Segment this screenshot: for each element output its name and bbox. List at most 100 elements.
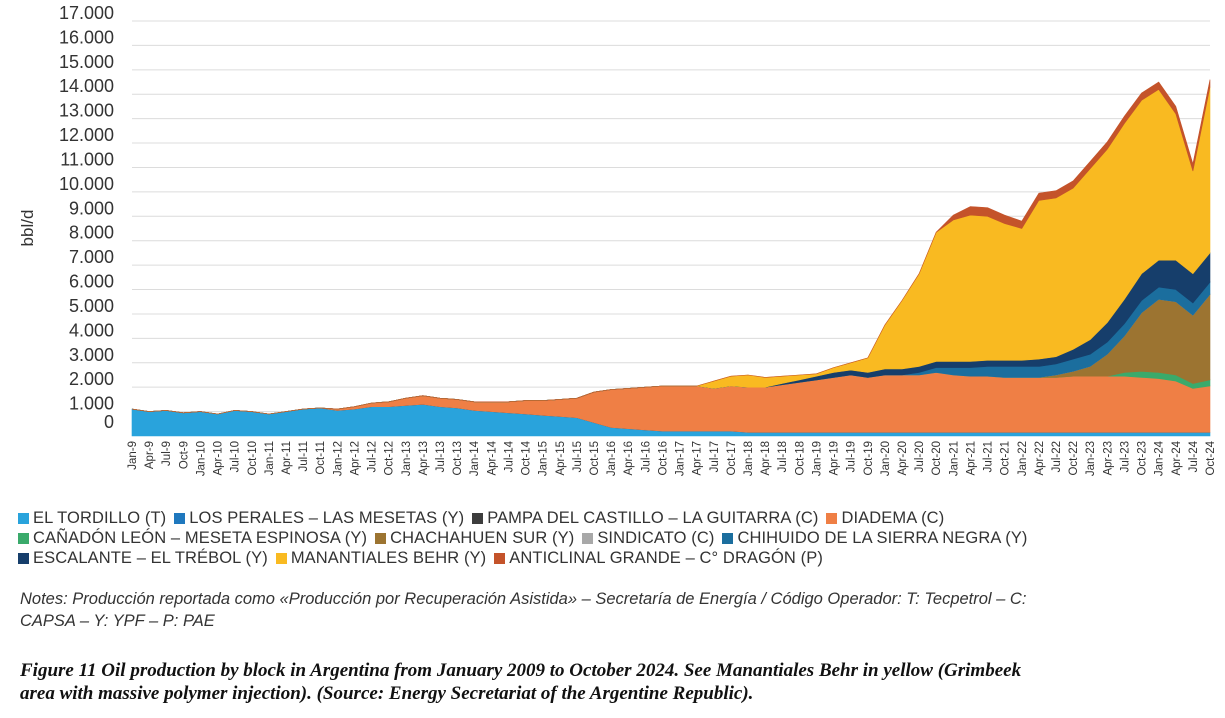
legend-item: ANTICLINAL GRANDE – C° DRAGÓN (P) [494, 549, 823, 568]
figure-caption: Figure 11 Oil production by block in Arg… [20, 659, 1215, 705]
y-tick-label: 17.000 [59, 3, 114, 23]
x-tick-label: Jan-17 [675, 441, 687, 476]
legend-item: DIADEMA (C) [826, 509, 944, 528]
y-tick-label: 8.000 [69, 223, 114, 243]
y-tick-label: 3.000 [69, 345, 114, 365]
y-tick-label: 4.000 [69, 320, 114, 340]
x-tick-label: Oct-11 [315, 441, 327, 475]
x-tick-label: Apr-16 [623, 441, 635, 476]
legend-label: EL TORDILLO (T) [33, 508, 167, 527]
legend-item: MANANTIALES BEHR (Y) [275, 548, 487, 568]
legend-swatch [722, 532, 734, 544]
x-tick-label: Jan-19 [811, 441, 823, 476]
x-tick-label: Jul-15 [572, 441, 584, 472]
x-tick-label: Oct-21 [1000, 441, 1012, 476]
legend-swatch [18, 512, 29, 524]
y-tick-label: 11.000 [60, 149, 114, 169]
x-tick-label: Jul-17 [709, 441, 721, 472]
x-tick-label: Apr-18 [760, 441, 772, 476]
y-tick-label: 5.000 [69, 296, 114, 316]
x-tick-label: Jul-23 [1119, 441, 1131, 472]
y-tick-label: 12.000 [59, 125, 114, 145]
x-tick-label: Apr-23 [1102, 441, 1114, 476]
legend-swatch [18, 532, 29, 544]
x-tick-label: Jul-14 [503, 440, 515, 472]
x-tick-label: Oct-13 [452, 441, 464, 476]
x-tick-label: Jul-10 [230, 441, 242, 472]
x-tick-label: Jan-14 [469, 440, 481, 476]
x-tick-label: Apr-24 [1171, 440, 1183, 475]
legend-item: ESCALANTE – EL TRÉBOL (Y) [18, 549, 268, 568]
caption-line-1: Figure 11 Oil production by block in Arg… [20, 660, 1022, 681]
legend-item: SINDICATO (C) [582, 529, 714, 548]
x-tick-label: Oct-9 [178, 441, 190, 469]
legend-label: PAMPA DEL CASTILLO – LA GUITARRA (C) [487, 508, 819, 527]
x-tick-label: Jul-11 [298, 441, 310, 471]
notes-line-2: CAPSA – Y: YPF – P: PAE [20, 612, 215, 630]
y-tick-label: 0 [104, 412, 114, 432]
x-tick-label: Jan-13 [401, 441, 413, 476]
y-tick-label: 1.000 [69, 394, 114, 414]
legend-label: LOS PERALES – LAS MESETAS (Y) [189, 508, 465, 527]
legend-label: ESCALANTE – EL TRÉBOL (Y) [33, 548, 268, 567]
y-axis-ticks: 01.000 2.000 3.000 4.000 5.000 6.000 7.000 8.00… [59, 3, 114, 432]
x-tick-label: Apr-21 [965, 441, 977, 476]
x-tick-label: Oct-17 [726, 441, 738, 476]
x-tick-label: Oct-10 [247, 441, 259, 476]
x-tick-label: Jul-19 [846, 441, 858, 472]
grid-lines [132, 20, 1210, 413]
x-tick-label: Apr-12 [349, 441, 361, 476]
legend-swatch [582, 532, 594, 544]
x-tick-label: Apr-15 [555, 441, 567, 476]
x-tick-label: Jan-23 [1085, 441, 1097, 476]
x-tick-label: Apr-17 [692, 441, 704, 476]
notes: Notes: Producción reportada como «Produc… [20, 588, 1215, 632]
legend-label: DIADEMA (C) [841, 508, 945, 527]
legend-swatch [275, 552, 287, 564]
x-tick-label: Apr-20 [897, 441, 909, 476]
legend-swatch [826, 512, 838, 524]
x-tick-label: Apr-19 [829, 441, 841, 476]
legend-item: EL TORDILLO (T) [18, 509, 166, 528]
x-tick-label: Jan-16 [606, 441, 618, 476]
x-tick-label: Oct-24 [1205, 440, 1217, 475]
legend-swatch [494, 552, 506, 564]
x-tick-label: Apr-9 [144, 441, 156, 469]
legend-label: ANTICLINAL GRANDE – C° DRAGÓN (P) [509, 548, 823, 567]
y-tick-label: 10.000 [59, 174, 114, 194]
x-tick-label: Jan-18 [743, 441, 755, 476]
x-tick-label: Jul-21 [983, 441, 995, 472]
y-tick-label: 16.000 [59, 27, 114, 47]
legend-item: CAÑADÓN LEÓN – MESETA ESPINOSA (Y) [18, 529, 367, 548]
x-tick-label: Jan-20 [880, 441, 892, 476]
x-tick-label: Jul-16 [640, 441, 652, 472]
x-tick-label: Jul-12 [367, 441, 379, 472]
x-tick-label: Apr-22 [1034, 441, 1046, 476]
legend-label: CHIHUIDO DE LA SIERRA NEGRA (Y) [737, 528, 1028, 547]
x-tick-label: Oct-14 [521, 440, 533, 475]
x-tick-label: Oct-12 [384, 441, 396, 476]
x-tick-label: Jul-20 [914, 441, 926, 472]
legend-swatch [375, 532, 387, 544]
y-tick-label: 2.000 [69, 369, 114, 389]
stacked-areas [131, 79, 1211, 437]
legend-row: EL TORDILLO (T) LOS PERALES – LAS MESETAS… [18, 508, 1213, 528]
area-anticlinal-grande-c-drag-n-p [131, 79, 1211, 415]
legend-label: MANANTIALES BEHR (Y) [290, 548, 487, 567]
x-tick-label: Oct-19 [863, 441, 875, 476]
legend-label: CAÑADÓN LEÓN – MESETA ESPINOSA (Y) [33, 528, 368, 547]
x-tick-label: Apr-10 [213, 441, 225, 476]
y-tick-label: 13.000 [59, 101, 114, 121]
legend-row: ESCALANTE – EL TRÉBOL (Y) MANANTIALES BEH… [18, 548, 1213, 568]
legend-item: CHIHUIDO DE LA SIERRA NEGRA (Y) [722, 529, 1027, 548]
x-tick-label: Oct-20 [931, 441, 943, 476]
legend-swatch [18, 552, 29, 564]
legend-label: CHACHAHUEN SUR (Y) [390, 528, 575, 547]
x-tick-label: Jul-13 [435, 441, 447, 472]
x-tick-label: Jan-24 [1154, 440, 1166, 476]
caption-line-2: area with massive polymer injection). (S… [20, 683, 754, 704]
x-tick-label: Jul-18 [777, 441, 789, 472]
notes-line-1: Notes: Producción reportada como «Produc… [20, 590, 1027, 608]
x-tick-label: Oct-15 [589, 441, 601, 476]
